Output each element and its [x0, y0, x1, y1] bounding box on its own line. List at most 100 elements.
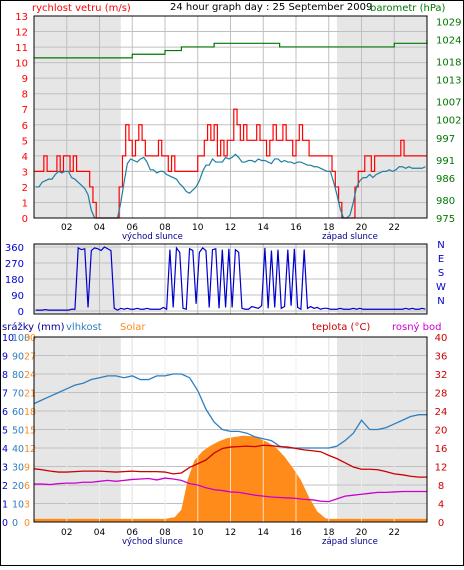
- humidity-title: vlhkost: [66, 322, 102, 333]
- sunrise-label-3: východ slunce: [122, 537, 183, 547]
- wind-y-tick: 7: [22, 105, 28, 116]
- wind-y-tick: 9: [22, 74, 28, 85]
- humidity-y-tick: 100: [12, 333, 30, 344]
- x-tick-label: 04: [94, 223, 106, 233]
- x-tick-label: 08: [159, 528, 171, 538]
- wind-y-tick: 6: [22, 121, 28, 132]
- wind-y-tick: 4: [22, 152, 28, 163]
- humidity-y-tick: 0: [12, 518, 18, 529]
- rain-y-tick: 8: [2, 370, 8, 381]
- barometer-line: [34, 39, 428, 59]
- x-tick-label: 22: [389, 223, 400, 233]
- compass-tick: N: [437, 240, 444, 251]
- wind-y-tick: 1: [22, 198, 28, 209]
- wind-y-tick: 0: [22, 214, 28, 225]
- temp-y-tick: 0: [438, 518, 444, 529]
- x-tick-label: 18: [323, 528, 335, 538]
- wind-y-tick: 10: [15, 59, 28, 70]
- x-tick-label: 16: [290, 223, 302, 233]
- x-tick-label: 18: [323, 223, 335, 233]
- wind-y-tick: 3: [22, 167, 28, 178]
- x-tick-label: 06: [127, 528, 139, 538]
- baro-y-tick: 1029: [436, 17, 461, 28]
- temp-y-tick: 36: [435, 352, 448, 363]
- baro-y-tick: 997: [436, 134, 455, 145]
- wind-title: rychlost vetru (m/s): [32, 3, 131, 14]
- rain-y-tick: 2: [2, 481, 8, 492]
- temperature-panel: srážky (mm) vlhkost Solar teplota (°C) r…: [2, 321, 447, 547]
- baro-y-tick: 1002: [436, 116, 461, 127]
- x-tick-label: 14: [258, 223, 270, 233]
- humidity-y-tick: 90: [12, 352, 24, 363]
- x-tick-label: 12: [225, 528, 236, 538]
- humidity-y-tick: 30: [12, 463, 24, 474]
- rain-y-tick: 7: [2, 389, 8, 400]
- temp-y-tick: 4: [438, 500, 444, 511]
- baro-title: barometr (hPa): [370, 3, 446, 14]
- direction-y-tick: 270: [5, 259, 24, 270]
- baro-y-tick: 986: [436, 174, 455, 185]
- temp-y-tick: 40: [435, 333, 448, 344]
- compass-tick: W: [436, 282, 446, 293]
- solar-y-tick: 24: [24, 370, 36, 381]
- solar-y-tick: 30: [24, 333, 36, 344]
- rain-y-tick: 0: [2, 518, 8, 529]
- night-band: [34, 16, 121, 218]
- rain-y-tick: 1: [2, 500, 8, 511]
- humidity-y-tick: 20: [12, 481, 24, 492]
- rain-y-tick: 3: [2, 463, 8, 474]
- dew-point-line: [34, 477, 427, 503]
- sunrise-label-1: východ slunce: [122, 232, 183, 242]
- sunset-label-1: západ slunce: [322, 232, 378, 242]
- temp-y-tick: 20: [435, 426, 448, 437]
- compass-tick: E: [438, 254, 444, 265]
- rain-y-tick: 6: [2, 407, 8, 418]
- baro-y-tick: 1007: [436, 98, 461, 109]
- rain-title: srážky (mm): [2, 321, 65, 333]
- direction-plot-frame: [33, 243, 428, 315]
- baro-y-tick: 1013: [436, 76, 461, 87]
- baro-y-tick: 975: [436, 214, 455, 225]
- humidity-y-tick: 70: [12, 389, 24, 400]
- direction-y-tick: 360: [5, 243, 24, 254]
- rain-y-tick: 9: [2, 352, 8, 363]
- solar-y-tick: 6: [24, 481, 30, 492]
- sunset-label-3: západ slunce: [322, 537, 378, 547]
- solar-y-tick: 3: [24, 500, 30, 511]
- temp-y-tick: 28: [435, 389, 448, 400]
- humidity-line: [33, 373, 427, 449]
- x-tick-label: 22: [389, 528, 400, 538]
- rain-y-tick: 5: [2, 426, 8, 437]
- direction-y-tick: 0: [18, 307, 24, 318]
- solar-y-tick: 21: [24, 389, 36, 400]
- temp-y-tick: 8: [438, 481, 444, 492]
- x-tick-label: 20: [356, 528, 368, 538]
- wind-y-tick: 8: [22, 90, 28, 101]
- x-tick-label: 10: [192, 223, 204, 233]
- wind-y-tick: 11: [15, 43, 28, 54]
- humidity-y-tick: 50: [12, 426, 24, 437]
- humidity-y-tick: 60: [12, 407, 24, 418]
- compass-tick: S: [438, 268, 444, 279]
- solar-y-tick: 27: [24, 352, 36, 363]
- temp-plot-frame: [33, 336, 428, 523]
- temp-title: teplota (°C): [312, 322, 370, 333]
- x-tick-label: 02: [61, 528, 72, 538]
- wind-plot-frame: [33, 15, 428, 219]
- solar-y-tick: 0: [24, 518, 30, 529]
- direction-y-tick: 180: [5, 275, 24, 286]
- baro-y-tick: 991: [436, 156, 455, 167]
- x-tick-label: 04: [94, 528, 106, 538]
- direction-line: [35, 246, 426, 311]
- x-tick-label: 14: [258, 528, 270, 538]
- x-tick-label: 10: [192, 528, 204, 538]
- wind-y-tick: 12: [15, 28, 28, 39]
- solar-title: Solar: [120, 322, 146, 333]
- x-tick-label: 16: [290, 528, 302, 538]
- wind-y-tick: 2: [22, 183, 28, 194]
- solar-y-tick: 9: [24, 463, 30, 474]
- wind-y-tick: 13: [15, 12, 28, 23]
- temp-y-tick: 24: [435, 407, 448, 418]
